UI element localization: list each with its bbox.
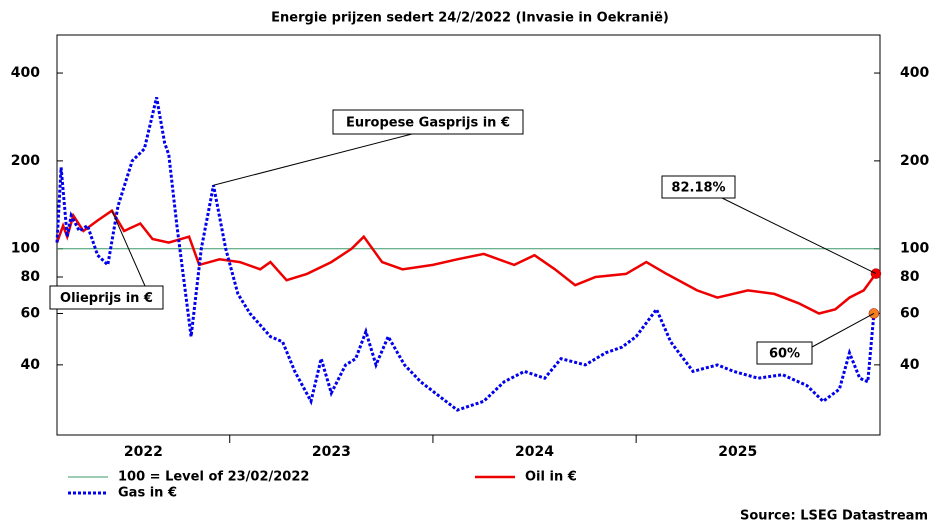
annotation-box	[756, 341, 813, 365]
y2-tick-label: 100	[900, 241, 929, 257]
legend-label: Gas in €	[118, 486, 177, 501]
annotation: 60%	[769, 347, 800, 362]
annotation: Olieprijs in €	[60, 291, 153, 306]
y-tick-label: 400	[11, 65, 40, 81]
y-tick-label: 100	[11, 241, 40, 257]
annotation-pointer	[213, 133, 413, 186]
x-tick-label: 2025	[718, 444, 757, 460]
y2-tick-label: 60	[900, 305, 920, 321]
y2-tick-label: 40	[900, 357, 920, 373]
y2-tick-label: 200	[900, 153, 929, 169]
annotation-pointer	[721, 197, 877, 275]
y2-tick-label: 80	[900, 269, 920, 285]
y-tick-label: 60	[21, 305, 41, 321]
y-tick-label: 40	[21, 357, 41, 373]
legend-label: Oil in €	[525, 470, 577, 485]
annotation-pointer	[811, 313, 875, 348]
annotation-box	[661, 175, 736, 199]
y-tick-label: 200	[11, 153, 40, 169]
annotation-box	[332, 109, 524, 135]
chart-title: Energie prijzen sedert 24/2/2022 (Invasi…	[271, 11, 669, 26]
x-tick-label: 2023	[312, 444, 351, 460]
annotation-box	[49, 285, 164, 310]
legend-label: 100 = Level of 23/02/2022	[118, 470, 309, 485]
series-line	[55, 97, 876, 412]
annotation-pointer	[111, 210, 146, 287]
y-tick-label: 80	[21, 269, 41, 285]
x-tick-label: 2022	[124, 444, 163, 460]
series-line	[55, 208, 877, 315]
annotation: Europese Gasprijs in €	[346, 116, 510, 131]
source: Source: LSEG Datastream	[740, 509, 928, 524]
annotation: 82.18%	[671, 181, 725, 196]
x-tick-label: 2024	[515, 444, 554, 460]
y2-tick-label: 400	[900, 65, 929, 81]
